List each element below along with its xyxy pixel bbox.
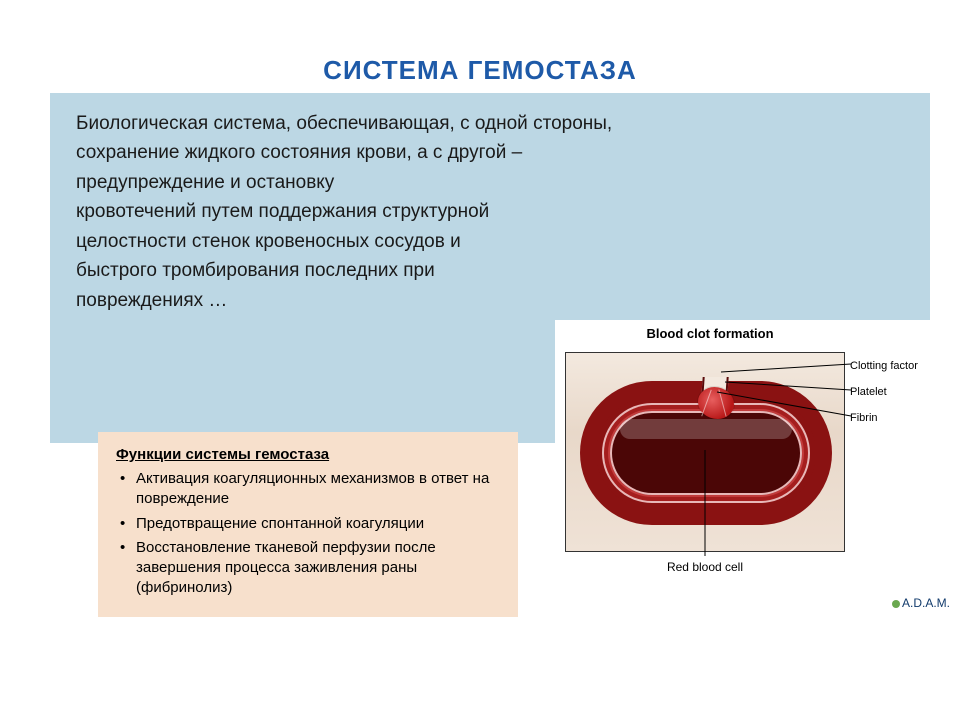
definition-line: кровотечений путем поддержания структурн…	[76, 197, 904, 226]
page-title: СИСТЕМА ГЕМОСТАЗА	[0, 55, 960, 86]
attribution-text: A.D.A.M.	[902, 596, 950, 610]
definition-line: повреждениях …	[76, 286, 904, 315]
slide-root: СИСТЕМА ГЕМОСТАЗА Биологическая система,…	[0, 0, 960, 720]
leader-lines	[555, 320, 935, 580]
clot-figure: Blood clot formation Clotting factor Pla…	[555, 320, 935, 600]
callout-fibrin: Fibrin	[850, 412, 878, 424]
list-item: Предотвращение спонтанной коагуляции	[120, 514, 500, 534]
functions-heading: Функции системы гемостаза	[116, 446, 500, 463]
list-item: Восстановление тканевой перфузии после з…	[120, 538, 500, 599]
callout-clotting-factor: Clotting factor	[850, 360, 918, 372]
adam-dot-icon	[892, 600, 900, 608]
definition-line: предупреждение и остановку	[76, 168, 904, 197]
callout-platelet: Platelet	[850, 386, 887, 398]
attribution: A.D.A.M.	[892, 596, 950, 610]
functions-panel: Функции системы гемостаза Активация коаг…	[98, 432, 518, 617]
definition-line: быстрого тромбирования последних при	[76, 256, 904, 285]
definition-line: целостности стенок кровеносных сосудов и	[76, 227, 904, 256]
red-blood-cell-label: Red blood cell	[565, 560, 845, 574]
functions-list: Активация коагуляционных механизмов в от…	[116, 469, 500, 599]
definition-line: сохранение жидкого состояния крови, а с …	[76, 138, 904, 167]
definition-line: Биологическая система, обеспечивающая, с…	[76, 109, 904, 138]
list-item: Активация коагуляционных механизмов в от…	[120, 469, 500, 510]
